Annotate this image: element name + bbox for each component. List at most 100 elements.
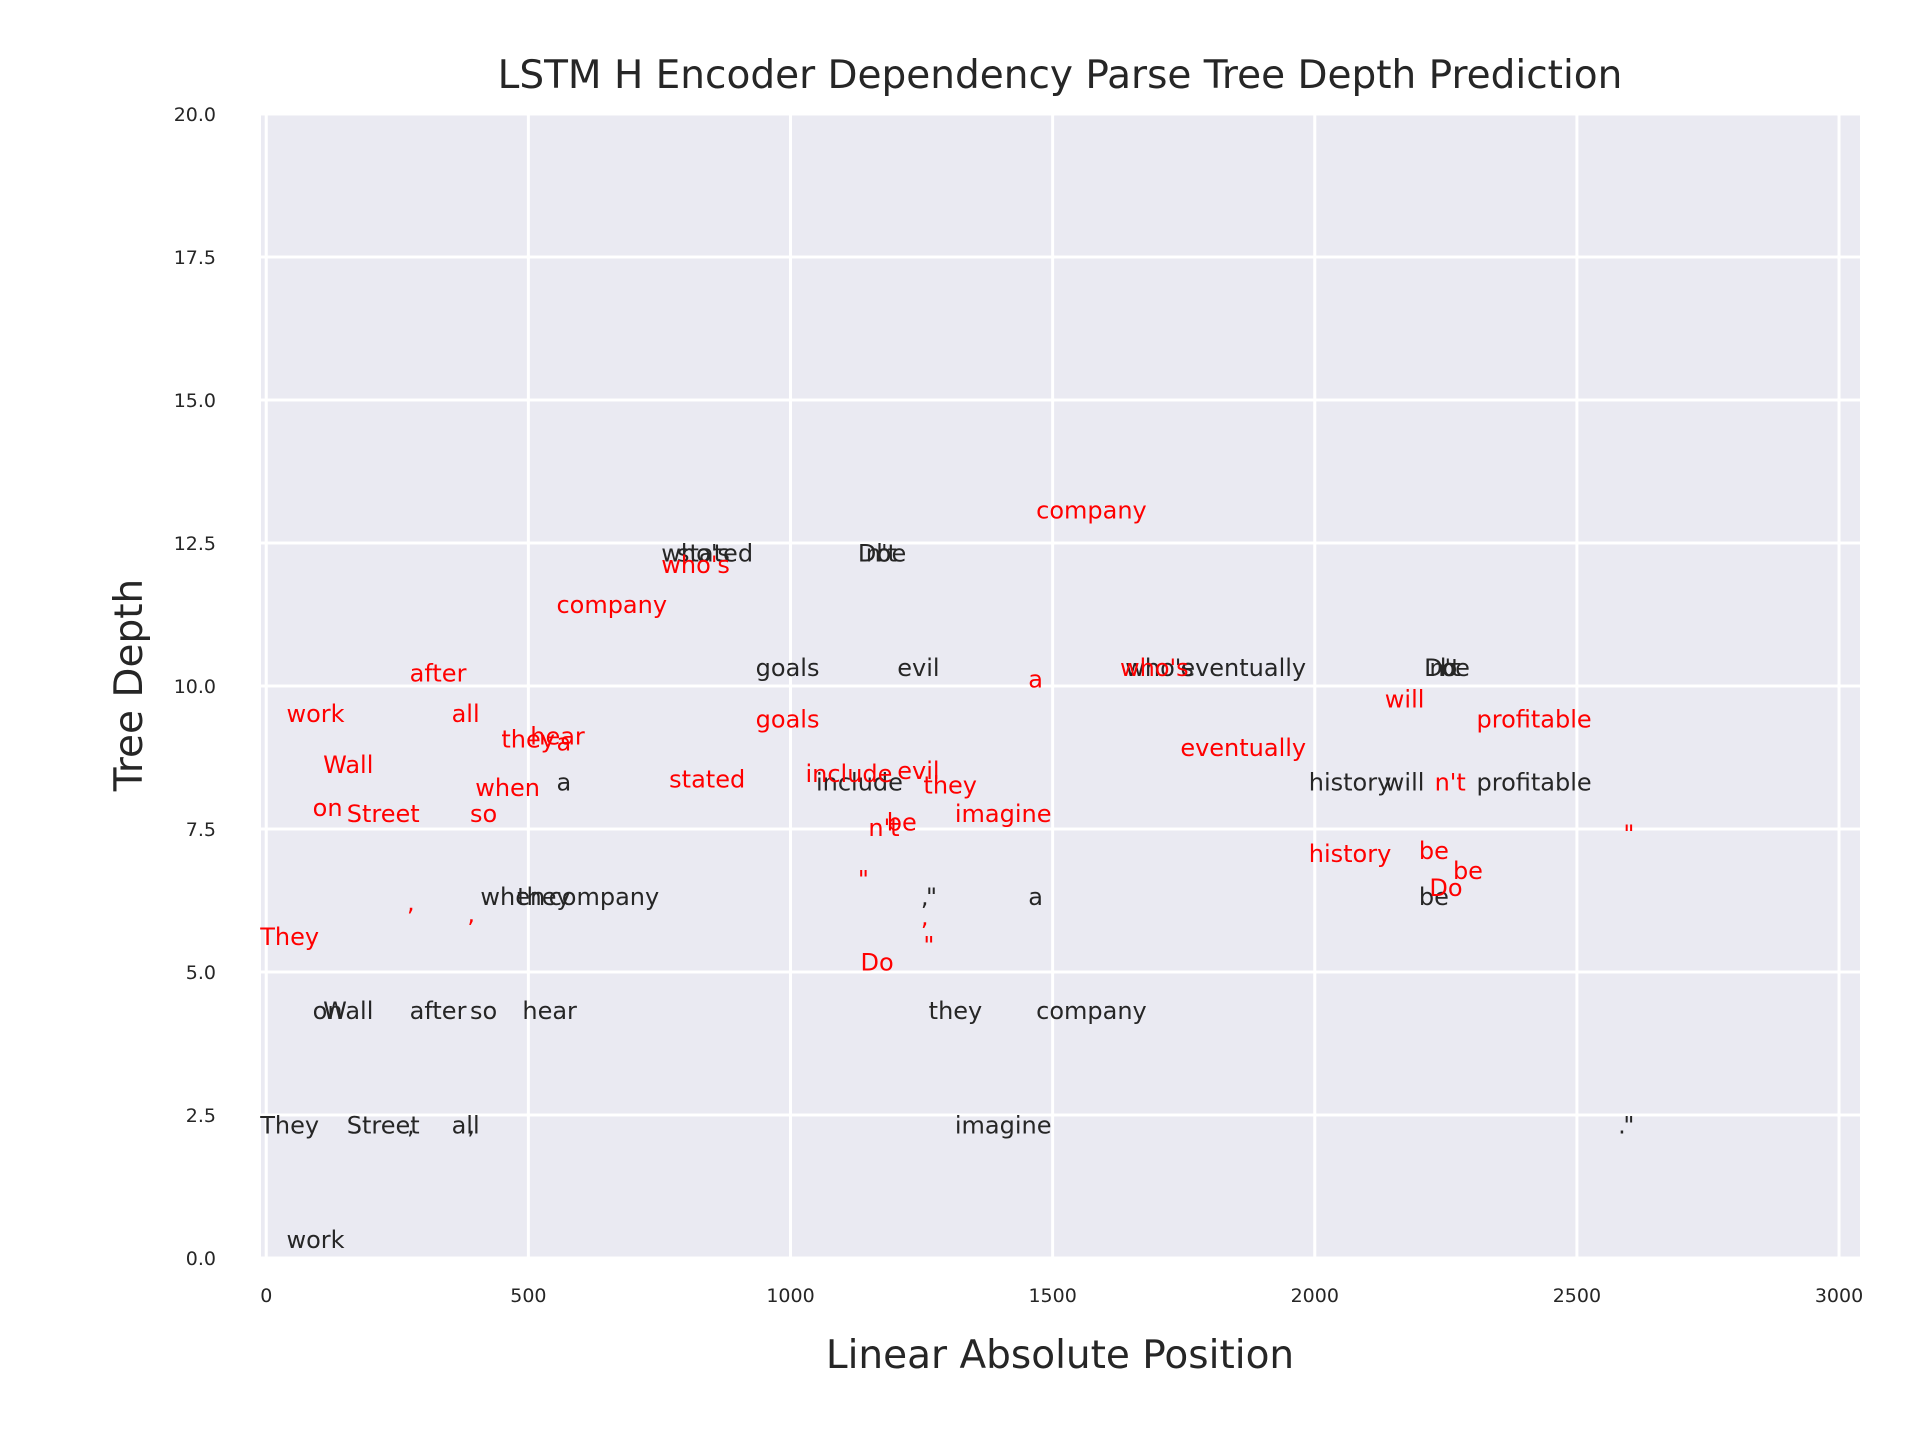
- word-point-label: a: [556, 728, 571, 756]
- word-point-label: ,: [407, 1112, 415, 1140]
- y-tick-label: 5.0: [186, 962, 216, 984]
- chart-title: LSTM H Encoder Dependency Parse Tree Dep…: [498, 53, 1623, 98]
- word-point-label: n't: [866, 540, 897, 568]
- x-tick-label: 1500: [1028, 1285, 1076, 1307]
- word-point-label: goals: [756, 654, 820, 682]
- x-tick-label: 500: [510, 1285, 546, 1307]
- word-point-label: n't: [1435, 768, 1466, 796]
- word-point-label: they: [501, 726, 555, 754]
- word-point-label: a: [1028, 665, 1043, 693]
- y-tick-label: 2.5: [186, 1105, 216, 1127]
- y-tick-label: 20.0: [174, 104, 216, 126]
- x-axis-ticks: 0 500 1000 1500 2000 2500 3000: [260, 1285, 1863, 1307]
- word-point-label: history: [1309, 840, 1392, 868]
- word-point-label: company: [1036, 997, 1147, 1025]
- y-tick-label: 17.5: [174, 247, 216, 269]
- word-point-label: Wall: [323, 751, 373, 779]
- word-point-label: eventually: [1180, 654, 1306, 682]
- word-point-label: who's: [1120, 654, 1189, 682]
- word-point-label: evil: [897, 757, 939, 785]
- word-point-label: ": [858, 866, 869, 894]
- y-tick-label: 15.0: [174, 390, 216, 412]
- word-point-label: work: [286, 700, 344, 728]
- x-tick-label: 2500: [1553, 1285, 1601, 1307]
- word-point-label: goals: [756, 705, 820, 733]
- word-point-label: be: [1453, 857, 1483, 885]
- word-point-label: Wall: [323, 997, 373, 1025]
- word-point-label: company: [556, 591, 667, 619]
- x-tick-label: 3000: [1815, 1285, 1863, 1307]
- word-point-label: imagine: [955, 800, 1052, 828]
- word-point-label: company: [1036, 497, 1147, 525]
- word-point-label: n't: [1429, 654, 1460, 682]
- word-point-label: all: [452, 1112, 480, 1140]
- word-point-label: be: [1440, 654, 1470, 682]
- word-point-label: be: [887, 808, 917, 836]
- word-point-label: they: [923, 771, 977, 799]
- word-point-label: imagine: [955, 1112, 1052, 1140]
- word-point-label: include: [805, 760, 892, 788]
- word-point-label: will: [1385, 685, 1425, 713]
- word-point-label: hear: [530, 723, 585, 751]
- word-point-label: Do: [1429, 874, 1462, 902]
- word-point-label: so: [470, 997, 497, 1025]
- word-point-label: Street: [347, 1112, 420, 1140]
- word-point-label: they: [929, 997, 983, 1025]
- y-tick-label: 0.0: [186, 1248, 216, 1270]
- y-tick-label: 10.0: [174, 676, 216, 698]
- word-point-label: ,: [407, 889, 415, 917]
- word-point-label: Do: [861, 949, 894, 977]
- word-point-label: hear: [522, 997, 577, 1025]
- y-axis-label: Tree Depth: [107, 579, 152, 792]
- word-point-label: they: [517, 883, 571, 911]
- word-point-label: They: [259, 923, 319, 951]
- x-tick-label: 2000: [1291, 1285, 1339, 1307]
- x-tick-label: 0: [260, 1285, 272, 1307]
- word-point-label: be: [1419, 883, 1449, 911]
- word-point-label: stated: [669, 766, 745, 794]
- word-point-label: work: [286, 1226, 344, 1254]
- word-point-label: on: [313, 794, 343, 822]
- word-point-label: n't: [868, 814, 899, 842]
- word-point-label: profitable: [1477, 768, 1592, 796]
- word-point-label: will: [1385, 768, 1425, 796]
- word-point-label: ": [923, 931, 934, 959]
- word-point-label: a: [1028, 883, 1043, 911]
- word-point-label: be: [1419, 837, 1449, 865]
- word-point-label: ,: [921, 883, 929, 911]
- word-point-label: Street: [347, 800, 420, 828]
- word-point-label: ": [1623, 1112, 1634, 1140]
- word-point-label: ": [926, 883, 937, 911]
- y-tick-label: 12.5: [174, 533, 216, 555]
- word-point-label: ,: [467, 1112, 475, 1140]
- word-point-label: on: [313, 997, 343, 1025]
- word-point-label: stated: [677, 540, 753, 568]
- word-point-label: company: [549, 883, 660, 911]
- word-point-label: ": [1623, 820, 1634, 848]
- word-point-label: who's: [1125, 654, 1194, 682]
- word-point-label: include: [816, 768, 903, 796]
- word-point-label: who's: [661, 551, 730, 579]
- word-point-label: all: [452, 700, 480, 728]
- word-point-label: eventually: [1180, 734, 1306, 762]
- y-axis-ticks: 0.0 2.5 5.0 7.5 10.0 12.5 15.0 17.5 20.0: [174, 104, 216, 1270]
- word-point-label: history: [1309, 768, 1392, 796]
- word-point-label: after: [410, 660, 467, 688]
- x-tick-label: 1000: [766, 1285, 814, 1307]
- word-point-label: who's: [661, 540, 730, 568]
- word-point-label: be: [876, 540, 906, 568]
- word-point-label: when: [475, 774, 540, 802]
- word-point-label: profitable: [1477, 705, 1592, 733]
- word-point-label: when: [480, 883, 545, 911]
- word-point-label: .: [1618, 1112, 1626, 1140]
- word-point-label: evil: [897, 654, 939, 682]
- word-point-label: after: [410, 997, 467, 1025]
- x-axis-label: Linear Absolute Position: [826, 1333, 1294, 1378]
- word-point-label: ,: [921, 903, 929, 931]
- predicted-depth-series: They work Wall on Street after, all when, so they…: [259, 497, 1634, 977]
- word-point-label: a: [556, 768, 571, 796]
- word-point-label: Do: [858, 540, 891, 568]
